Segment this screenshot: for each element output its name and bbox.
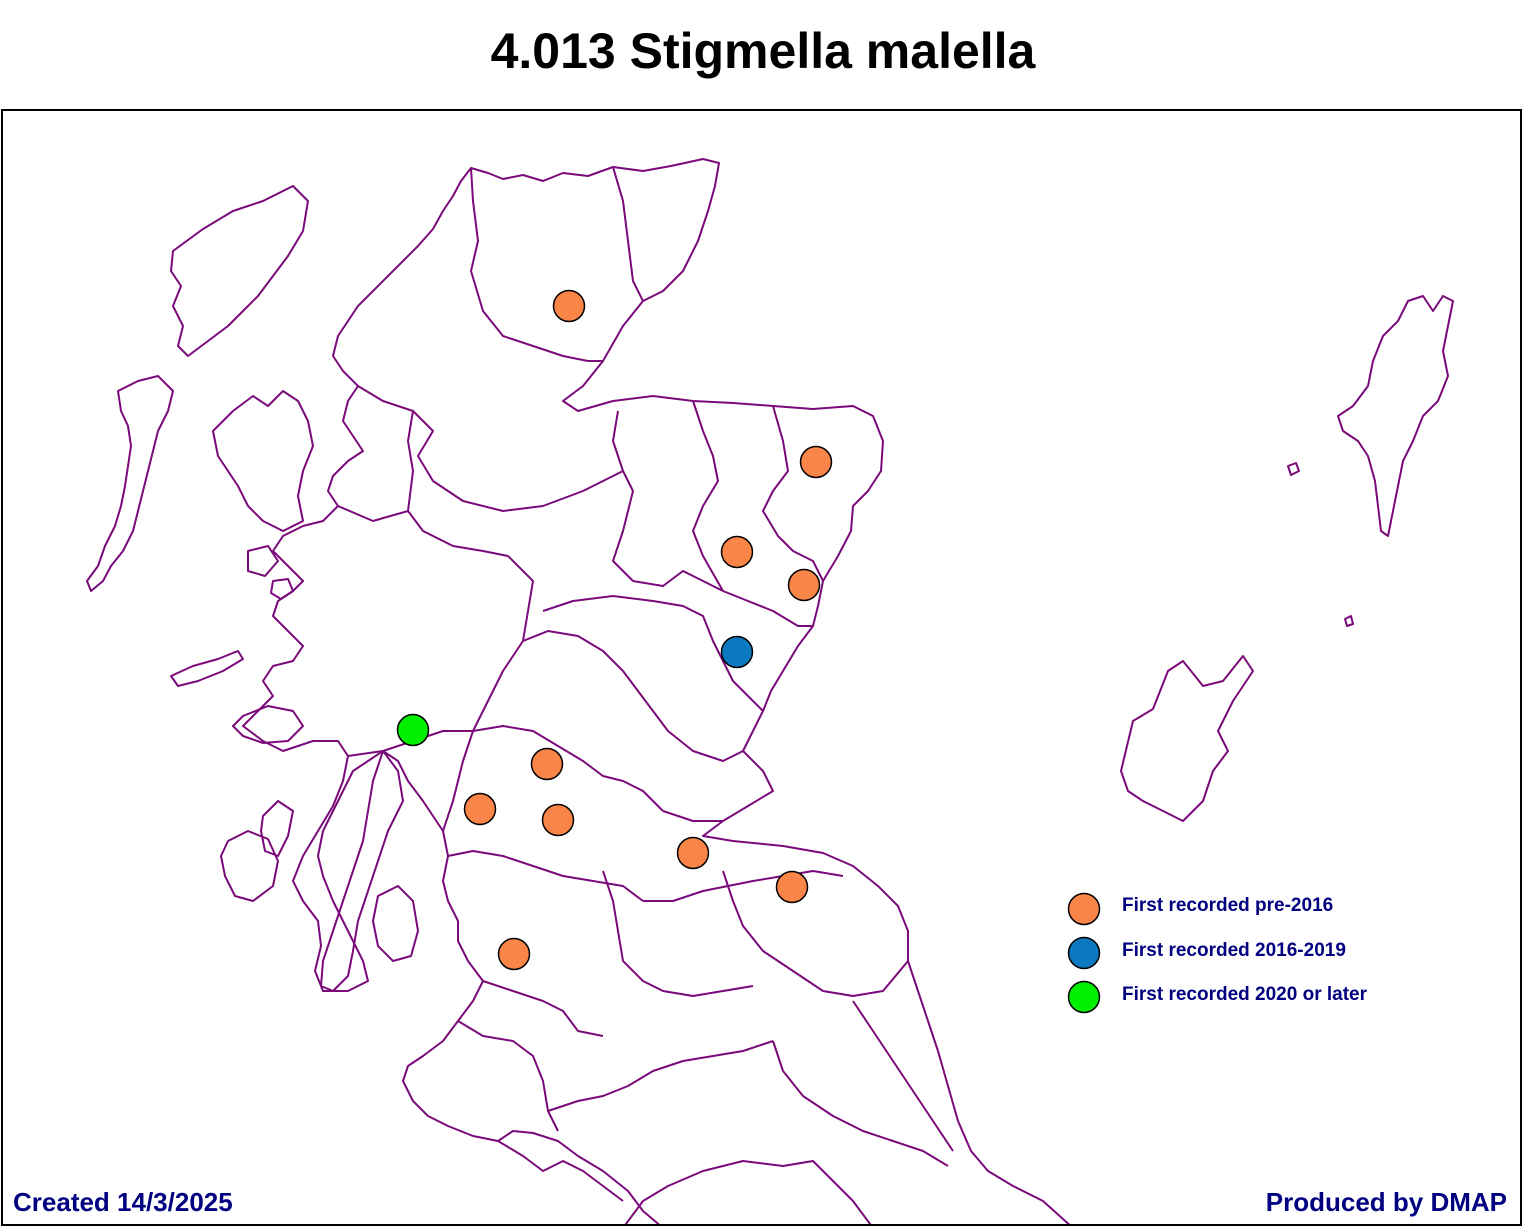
tiree-coastline bbox=[170, 650, 244, 687]
eigg-coastline bbox=[270, 578, 294, 600]
perth-west-boundary bbox=[472, 725, 664, 812]
galloway-boundary bbox=[497, 1140, 624, 1202]
record-dot bbox=[530, 747, 564, 781]
legend-swatches bbox=[1067, 892, 1101, 1014]
coastline-and-county-boundaries bbox=[86, 158, 1454, 1224]
peebles-boundary bbox=[602, 870, 754, 997]
border-boundary bbox=[772, 1040, 949, 1167]
lothian-boundary bbox=[643, 870, 844, 902]
record-dot bbox=[720, 635, 754, 669]
legend-label-2016-2019: First recorded 2016-2019 bbox=[1122, 940, 1346, 961]
ross-lower-boundary bbox=[407, 410, 509, 557]
moray-boundary bbox=[612, 470, 724, 592]
record-dot bbox=[497, 937, 531, 971]
record-dot bbox=[799, 445, 833, 479]
map-title: 4.013 Stigmella malella bbox=[490, 23, 1036, 79]
lanark-boundary bbox=[482, 980, 604, 1037]
roxburgh-boundary bbox=[722, 870, 909, 997]
legend-label-2020-or-later: First recorded 2020 or later bbox=[1122, 984, 1367, 1005]
banff-boundary bbox=[692, 400, 724, 592]
created-date: Created 14/3/2025 bbox=[13, 1187, 233, 1217]
record-dot bbox=[541, 803, 575, 837]
legend-swatch-2020-or-later bbox=[1067, 980, 1101, 1014]
foula-coastline bbox=[1344, 615, 1354, 627]
stirling-boundary bbox=[447, 850, 644, 902]
perth-boundary bbox=[522, 630, 744, 762]
aberdeen-boundary bbox=[762, 405, 824, 582]
kintyre-coastline bbox=[320, 750, 404, 992]
mainland-coastline bbox=[242, 158, 1071, 1224]
uists-coastline bbox=[86, 375, 174, 592]
kincardine-boundary bbox=[722, 590, 813, 627]
fair-isle-coastline bbox=[1287, 462, 1300, 476]
record-dot bbox=[396, 713, 430, 747]
fife-boundary bbox=[662, 810, 723, 822]
record-dot bbox=[720, 535, 754, 569]
orkney-coastline bbox=[1120, 655, 1254, 822]
shetland-coastline bbox=[1337, 295, 1454, 537]
mull-coastline bbox=[232, 705, 304, 744]
skye-coastline bbox=[212, 390, 314, 532]
inverness-boundary bbox=[337, 505, 409, 522]
record-dot bbox=[787, 568, 821, 602]
ayr-boundary bbox=[457, 1020, 559, 1132]
record-dot bbox=[676, 836, 710, 870]
angus-boundary bbox=[542, 595, 764, 712]
dumfries-boundary bbox=[547, 1040, 774, 1112]
record-dot bbox=[463, 792, 497, 826]
record-dots bbox=[396, 289, 833, 971]
lewis-harris-coastline bbox=[170, 185, 309, 357]
produced-by: Produced by DMAP bbox=[1265, 1187, 1507, 1217]
northumberland-boundary bbox=[852, 1000, 954, 1152]
great-glen-boundary bbox=[442, 555, 534, 832]
jura-coastline bbox=[260, 800, 294, 857]
ross-boundary bbox=[357, 385, 624, 512]
scotland-map bbox=[86, 158, 1454, 1224]
sutherland-boundary bbox=[470, 167, 603, 362]
caithness-boundary bbox=[612, 166, 644, 302]
rum-coastline bbox=[247, 545, 279, 577]
cumbria-boundary bbox=[624, 1160, 872, 1224]
map-frame: First recorded pre-2016 First recorded 2… bbox=[1, 109, 1522, 1226]
arran-coastline bbox=[372, 885, 419, 962]
record-dot bbox=[775, 870, 809, 904]
legend-swatch-2016-2019 bbox=[1067, 936, 1101, 970]
islay-coastline bbox=[220, 830, 279, 902]
legend-label-pre-2016: First recorded pre-2016 bbox=[1122, 895, 1334, 916]
legend-swatch-pre-2016 bbox=[1067, 892, 1101, 926]
record-dot bbox=[552, 289, 586, 323]
